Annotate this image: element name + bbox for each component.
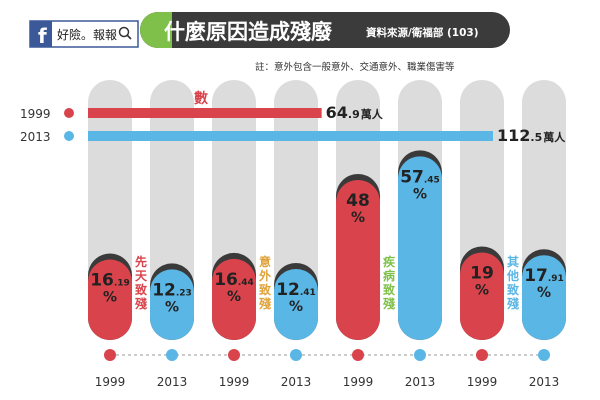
x-tick-label: 1999: [467, 375, 498, 389]
category-label-char: 致: [135, 282, 148, 297]
data-label: 16.19: [90, 271, 130, 291]
total-bar-2013: [88, 131, 493, 141]
category-label-char: 致: [507, 282, 520, 297]
bar-2013-3: [522, 255, 566, 340]
timeline-dot: [228, 349, 240, 361]
legend-dot-1999: [64, 108, 74, 118]
bar-1999-1: [212, 258, 256, 340]
percent-sign: %: [413, 186, 427, 202]
brand-badge: f 好險。報報: [29, 20, 139, 48]
category-label-char: 致: [383, 282, 396, 297]
category-label-char: 意: [259, 254, 271, 269]
header-bar: [140, 12, 510, 48]
data-label: 12.23: [152, 280, 192, 300]
category-label-char: 殘: [135, 296, 147, 311]
search-icon: [118, 26, 130, 38]
x-tick-label: 1999: [219, 375, 250, 389]
note-text: 註：意外包含一般意外、交通意外、職業傷害等: [255, 61, 455, 73]
total-value-2013: 112.5萬人: [497, 126, 566, 145]
data-label: 16.44: [214, 270, 254, 290]
timeline-dot: [538, 349, 550, 361]
data-label: 48: [346, 191, 370, 211]
category-label-char: 他: [506, 268, 519, 283]
category-label-char: 殘: [383, 296, 395, 311]
search-icon-handle: [126, 34, 132, 40]
header: 什麼原因造成殘廢 資料來源/衛福部 (103) f 好險。報報 註：意外包含一般…: [29, 12, 510, 73]
data-label: 57.45: [400, 167, 440, 187]
data-label: 17.91: [524, 266, 564, 286]
category-label-char: 其: [507, 254, 519, 269]
legend-year-1999: 1999: [20, 107, 51, 121]
facebook-letter: f: [38, 24, 47, 48]
percent-sign: %: [227, 289, 241, 305]
category-label-char: 殘: [259, 296, 271, 311]
total-value-1999: 64.9萬人: [326, 103, 384, 122]
bar-1999-3: [460, 252, 504, 340]
timeline-dot: [290, 349, 302, 361]
category-label-char: 外: [259, 268, 271, 283]
x-tick-label: 1999: [343, 375, 374, 389]
brand-text: 好險。報報: [57, 27, 117, 42]
percent-sign: %: [289, 299, 303, 315]
timeline-dot: [476, 349, 488, 361]
legend-dot-2013: [64, 131, 74, 141]
timeline-dot: [352, 349, 364, 361]
percent-sign: %: [165, 299, 179, 315]
percent-sign: %: [103, 290, 117, 306]
timeline-dot: [166, 349, 178, 361]
x-tick-label: 2013: [157, 375, 188, 389]
bar-2013-2: [398, 156, 442, 340]
bar-1999-2: [336, 180, 380, 340]
category-label-char: 殘: [507, 296, 519, 311]
x-tick-label: 2013: [281, 375, 312, 389]
bars: 16.19% 12.23%16.44% 12.41%48%57.45%19%17.9…: [88, 150, 566, 340]
header-accent: [140, 12, 172, 48]
category-label-char: 致: [259, 282, 272, 297]
total-bars: 64.9萬人 112.5萬人: [88, 103, 566, 145]
legend-year-2013: 2013: [20, 130, 51, 144]
timeline: 1999 2013 1999 2013 1999 2013 1999 2013: [95, 349, 560, 389]
data-label: 12.41: [276, 280, 316, 300]
bar-1999-0: [88, 259, 132, 340]
x-tick-label: 2013: [529, 375, 560, 389]
page-title: 什麼原因造成殘廢: [164, 20, 333, 44]
x-tick-label: 1999: [95, 375, 126, 389]
data-label: 19: [470, 264, 494, 284]
x-tick-label: 2013: [405, 375, 436, 389]
bar-2013-1: [274, 268, 318, 340]
category-label-char: 病: [383, 268, 395, 283]
category-label-char: 天: [135, 269, 148, 283]
bar-2013-0: [150, 269, 194, 340]
category-label-char: 疾: [383, 254, 395, 269]
timeline-dot: [414, 349, 426, 361]
source-text: 資料來源/衛福部 (103): [366, 26, 479, 39]
timeline-dot: [104, 349, 116, 361]
percent-sign: %: [537, 285, 551, 301]
category-label-char: 先: [135, 254, 147, 269]
percent-sign: %: [475, 283, 489, 299]
facebook-icon: [30, 21, 52, 47]
total-bar-1999: [88, 108, 322, 118]
percent-sign: %: [351, 210, 365, 226]
